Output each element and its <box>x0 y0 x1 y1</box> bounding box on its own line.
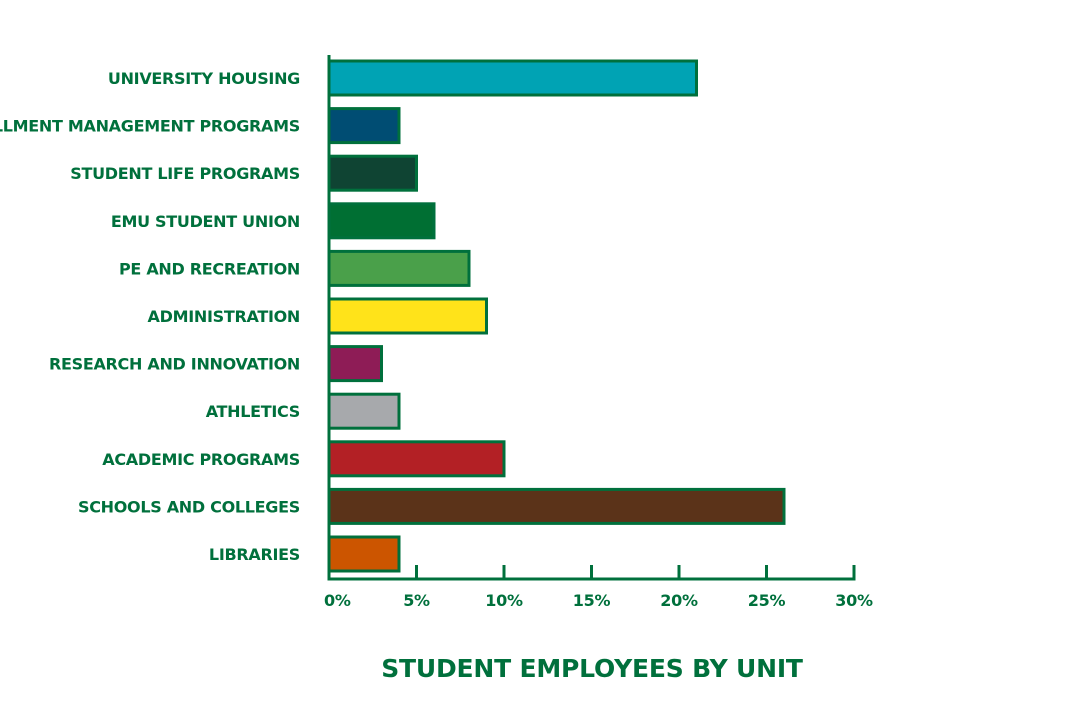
x-tick-label: 30% <box>835 591 873 610</box>
x-tick-labels: 0% 5% 10% 15% 20% 25% 30% <box>324 591 873 610</box>
category-label: EMU STUDENT UNION <box>111 212 300 231</box>
bars-layer <box>327 59 786 573</box>
category-label: ADMINISTRATION <box>148 307 300 326</box>
bar-student-life-programs <box>327 154 418 192</box>
category-label: SCHOOLS AND COLLEGES <box>78 497 300 516</box>
bar-libraries <box>327 535 401 573</box>
bar-research-and-innovation <box>327 345 383 383</box>
category-labels: UNIVERSITY HOUSING ENROLLMENT MANAGEMENT … <box>0 69 300 564</box>
bar-athletics <box>327 392 401 430</box>
x-tick-label: 0% <box>324 591 351 610</box>
x-tick-label: 25% <box>748 591 786 610</box>
x-tick-label: 5% <box>403 591 430 610</box>
bar-emu-student-union <box>327 202 436 240</box>
bar-academic-programs <box>327 440 506 478</box>
bar-pe-and-recreation <box>327 249 471 287</box>
axis-layer <box>327 55 856 581</box>
category-label: ATHLETICS <box>206 402 300 421</box>
category-label: UNIVERSITY HOUSING <box>108 69 300 88</box>
bar-enrollment-management-programs <box>327 107 401 145</box>
category-label: STUDENT LIFE PROGRAMS <box>70 164 300 183</box>
bar-administration <box>327 297 488 335</box>
x-tick-label: 15% <box>573 591 611 610</box>
x-tick-label: 10% <box>485 591 523 610</box>
bar-university-housing <box>327 59 698 97</box>
category-label: PE AND RECREATION <box>119 259 300 278</box>
category-label: ENROLLMENT MANAGEMENT PROGRAMS <box>0 117 300 136</box>
chart-title: STUDENT EMPLOYEES BY UNIT <box>381 654 803 683</box>
x-tick-label: 20% <box>660 591 698 610</box>
bar-schools-and-colleges <box>327 487 786 525</box>
category-label: LIBRARIES <box>209 545 300 564</box>
category-label: ACADEMIC PROGRAMS <box>102 450 300 469</box>
category-label: RESEARCH AND INNOVATION <box>49 355 300 374</box>
